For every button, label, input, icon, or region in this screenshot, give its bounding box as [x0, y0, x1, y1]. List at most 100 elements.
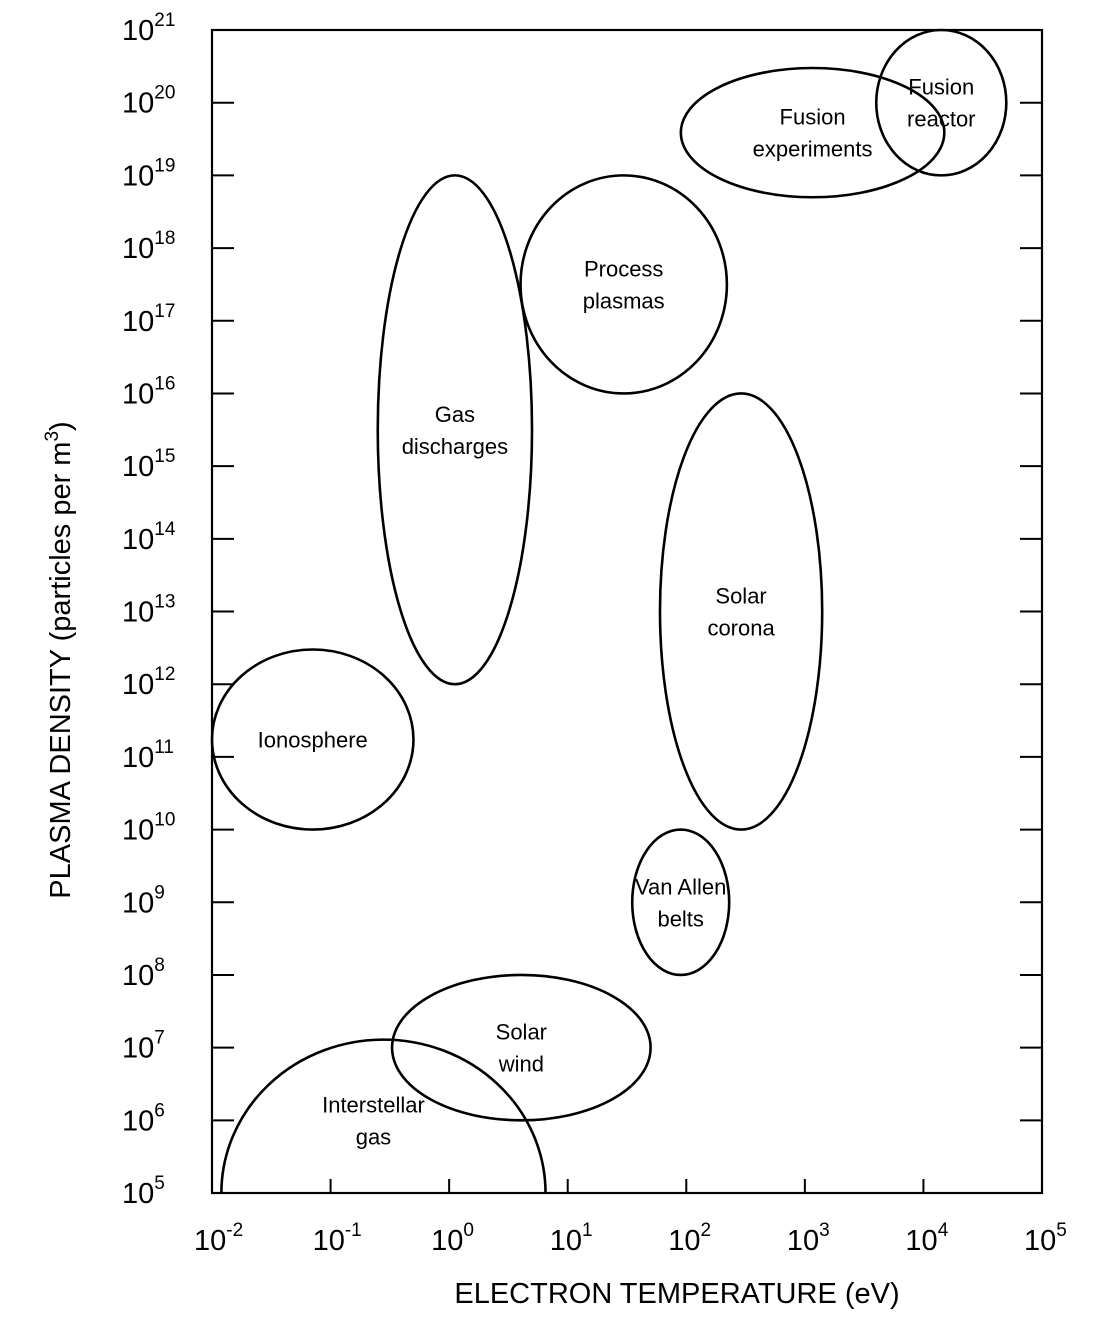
y-tick-exponent: 15 [154, 446, 175, 467]
region-fusion-experiments: Fusion experiments [679, 66, 946, 199]
y-axis-title-sup: 3 [42, 431, 63, 442]
y-axis-title-main: PLASMA DENSITY (particles per m [45, 442, 77, 899]
y-tick-label: 105 [122, 1173, 165, 1210]
y-tick-exponent: 17 [154, 301, 175, 322]
y-tick-label: 1016 [122, 373, 175, 410]
x-tick-label: 103 [787, 1220, 830, 1257]
fusion-reactor-label-line: Fusion [908, 75, 974, 100]
y-tick-base: 10 [122, 960, 154, 992]
y-tick-exponent: 16 [154, 373, 175, 394]
y-tick-exponent: 7 [154, 1028, 165, 1049]
fusion-reactor-label: Fusion reactor [907, 75, 975, 132]
fusion-reactor-outline [874, 28, 1008, 177]
region-solar-wind: Solar wind [390, 973, 652, 1122]
region-van-allen-belts: Van Allen belts [630, 828, 731, 977]
region-ionosphere: Ionosphere [210, 648, 415, 831]
y-tick-exponent: 5 [154, 1173, 165, 1194]
y-tick-exponent: 8 [154, 955, 165, 976]
van-allen-belts-label-line: belts [657, 906, 703, 931]
y-tick-exponent: 10 [154, 810, 175, 831]
interstellar-gas-outline [220, 1038, 547, 1194]
y-axis-title-end: ) [45, 421, 77, 431]
interstellar-gas-label-line: gas [356, 1124, 391, 1149]
fusion-experiments-label-line: experiments [753, 137, 873, 162]
y-tick-label: 1020 [122, 83, 175, 120]
x-axis-title: ELECTRON TEMPERATURE (eV) [454, 1278, 899, 1310]
fusion-experiments-label: Fusion experiments [753, 105, 873, 162]
x-tick-exponent: -2 [226, 1220, 243, 1241]
regions: Interstellar gas Solar wind Ionosphere Gas dis… [210, 28, 1008, 1194]
y-axis-title: PLASMA DENSITY (particles per m3) [42, 421, 77, 898]
x-tick-base: 10 [787, 1225, 819, 1257]
x-tick-base: 10 [550, 1225, 582, 1257]
x-tick-exponent: 2 [701, 1220, 712, 1241]
solar-corona-label-line: Solar [715, 584, 766, 609]
y-tick-base: 10 [122, 160, 154, 192]
y-tick-base: 10 [122, 597, 154, 629]
x-tick-exponent: 3 [819, 1220, 830, 1241]
x-tick-label: 104 [905, 1220, 948, 1257]
y-tick-base: 10 [122, 451, 154, 483]
x-tick-labels: 10-2 10-1 100 101 102 103 104 105 [194, 1220, 1067, 1257]
process-plasmas-outline [519, 174, 729, 395]
solar-wind-label-line: Solar [496, 1020, 547, 1045]
x-tick-base: 10 [194, 1225, 226, 1257]
plot-frame [210, 28, 1044, 1195]
interstellar-gas-label: Interstellar gas [322, 1092, 425, 1149]
solar-wind-label-line: wind [498, 1052, 544, 1077]
y-axis-ticks [212, 29, 1042, 1194]
ionosphere-label: Ionosphere [258, 728, 368, 753]
y-tick-label: 1010 [122, 810, 175, 847]
process-plasmas-label: Process plasmas [583, 256, 665, 313]
process-plasmas-label-line: Process [584, 256, 663, 281]
y-tick-base: 10 [122, 1105, 154, 1137]
y-tick-label: 108 [122, 955, 165, 992]
y-tick-exponent: 13 [154, 592, 175, 613]
ionosphere-label-line: Ionosphere [258, 728, 368, 753]
y-tick-label: 1014 [122, 519, 176, 556]
solar-corona-label: Solar corona [707, 584, 775, 641]
x-tick-label: 101 [550, 1220, 593, 1257]
process-plasmas-label-line: plasmas [583, 288, 665, 313]
x-tick-base: 10 [1024, 1225, 1056, 1257]
y-tick-exponent: 9 [154, 882, 165, 903]
x-tick-base: 10 [668, 1225, 700, 1257]
region-process-plasmas: Process plasmas [519, 174, 729, 395]
y-tick-label: 1013 [122, 592, 175, 629]
y-tick-exponent: 6 [154, 1100, 165, 1121]
y-tick-base: 10 [122, 233, 154, 265]
region-interstellar-gas: Interstellar gas [220, 1038, 547, 1194]
y-tick-exponent: 19 [154, 155, 175, 176]
solar-corona-label-line: corona [707, 616, 775, 641]
solar-wind-outline [390, 973, 652, 1122]
x-tick-label: 10-1 [313, 1220, 362, 1257]
fusion-experiments-outline [679, 66, 946, 199]
y-tick-label: 107 [122, 1028, 165, 1065]
y-tick-label: 1015 [122, 446, 175, 483]
x-tick-exponent: 5 [1056, 1220, 1067, 1241]
x-tick-exponent: -1 [345, 1220, 362, 1241]
x-tick-label: 10-2 [194, 1220, 243, 1257]
y-tick-base: 10 [122, 742, 154, 774]
gas-discharges-label-line: Gas [435, 402, 475, 427]
y-tick-base: 10 [122, 378, 154, 410]
y-tick-base: 10 [122, 15, 154, 47]
y-tick-label: 1017 [122, 301, 175, 338]
y-tick-base: 10 [122, 1033, 154, 1065]
gas-discharges-label: Gas discharges [402, 402, 508, 459]
van-allen-belts-label-line: Van Allen [635, 874, 726, 899]
y-tick-base: 10 [122, 887, 154, 919]
y-tick-exponent: 18 [154, 228, 175, 249]
x-tick-exponent: 4 [938, 1220, 949, 1241]
region-solar-corona: Solar corona [658, 392, 824, 831]
van-allen-belts-label: Van Allen belts [635, 874, 726, 931]
y-tick-label: 1019 [122, 155, 175, 192]
x-axis-ticks [329, 1179, 925, 1193]
fusion-reactor-label-line: reactor [907, 107, 975, 132]
x-tick-label: 102 [668, 1220, 711, 1257]
solar-corona-outline [658, 392, 824, 831]
x-tick-exponent: 1 [582, 1220, 593, 1241]
x-tick-exponent: 0 [463, 1220, 474, 1241]
y-tick-base: 10 [122, 524, 154, 556]
